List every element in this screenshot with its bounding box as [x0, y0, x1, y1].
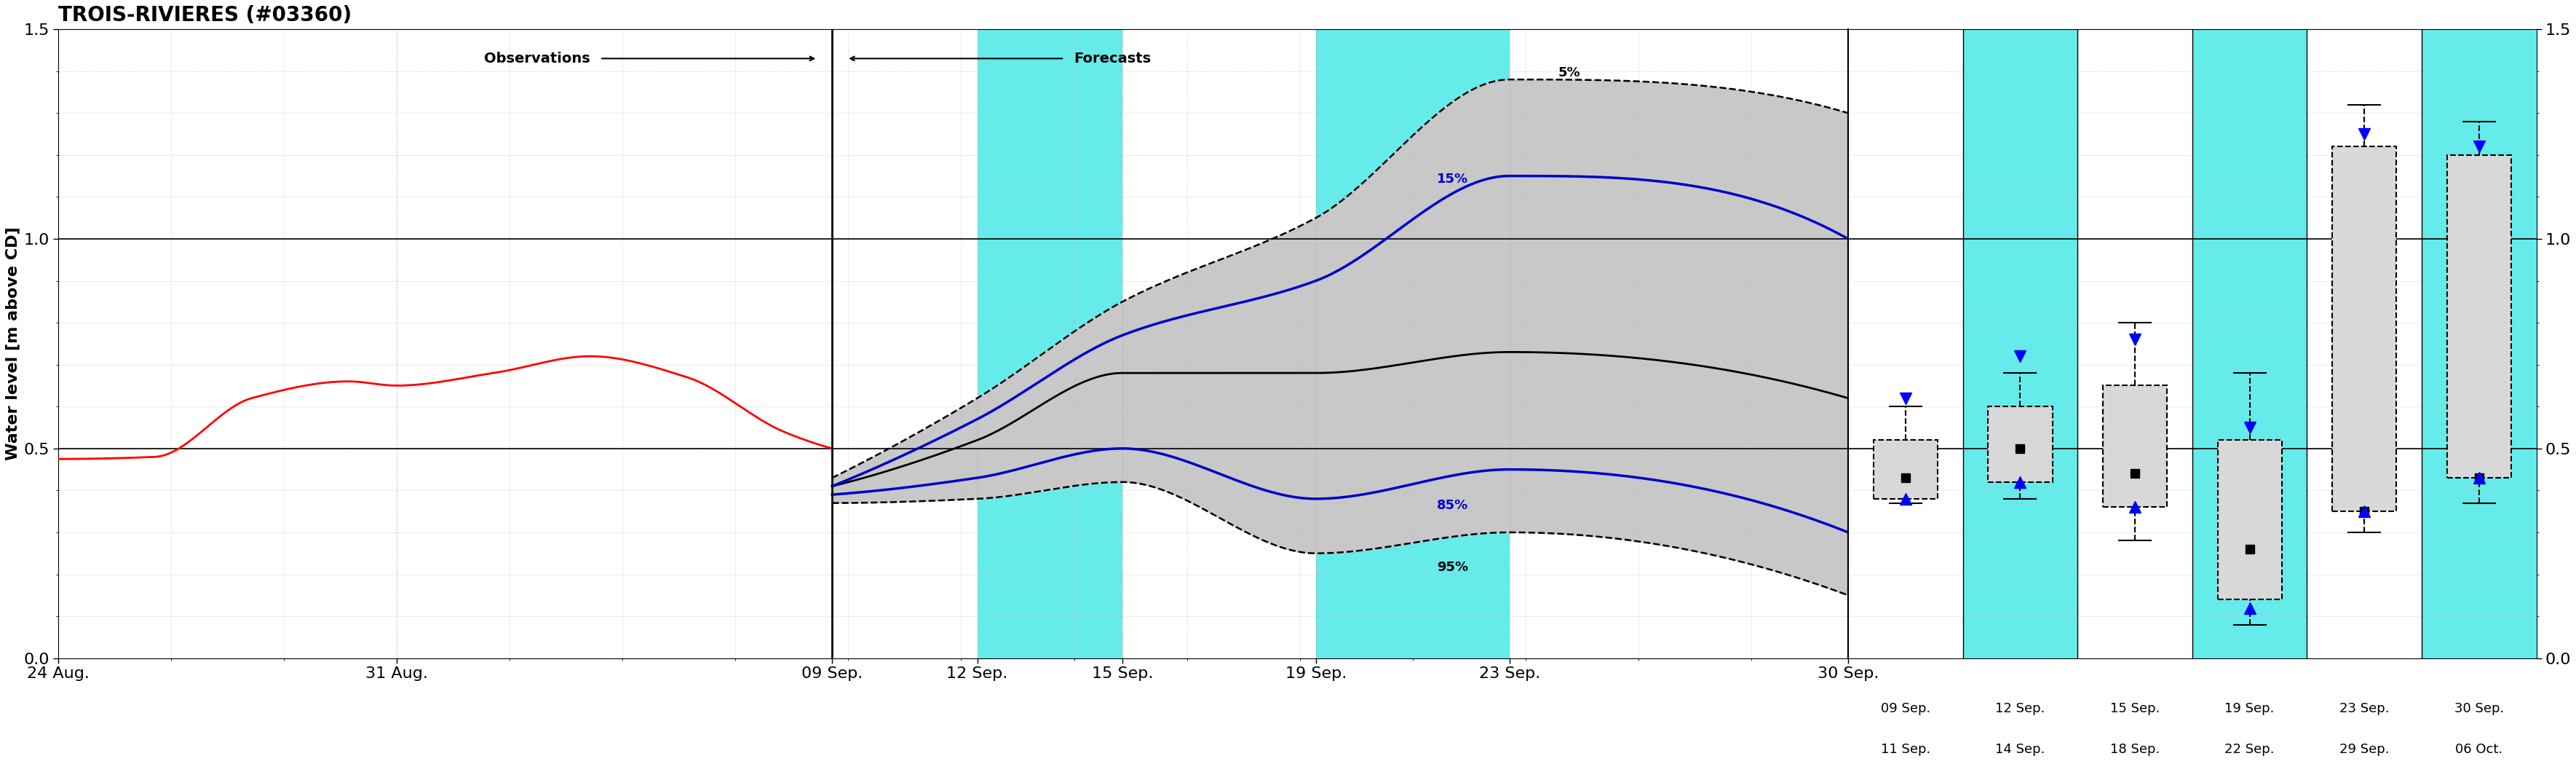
Bar	[2218, 440, 2282, 599]
Bar	[976, 29, 1123, 659]
Text: 30 Sep.: 30 Sep.	[2455, 703, 2504, 716]
Text: 23 Sep.: 23 Sep.	[2339, 703, 2391, 716]
Text: 5%: 5%	[1558, 66, 1579, 80]
Text: 85%: 85%	[1437, 499, 1468, 513]
Bar	[2192, 29, 2308, 659]
Bar	[2218, 440, 2282, 599]
Bar	[1873, 440, 1937, 499]
Bar	[1316, 29, 1510, 659]
Text: 06 Oct.: 06 Oct.	[2455, 743, 2504, 756]
Text: Observations: Observations	[484, 52, 590, 66]
Text: Forecasts: Forecasts	[1074, 52, 1151, 66]
Text: 29 Sep.: 29 Sep.	[2339, 743, 2391, 756]
Text: 12 Sep.: 12 Sep.	[1996, 703, 2045, 716]
Bar	[2102, 385, 2166, 507]
Bar	[2331, 147, 2396, 511]
Text: 22 Sep.: 22 Sep.	[2226, 743, 2275, 756]
Bar	[2331, 147, 2396, 511]
Text: 09 Sep.: 09 Sep.	[1880, 703, 1929, 716]
Text: 19 Sep.: 19 Sep.	[2226, 703, 2275, 716]
Bar	[2447, 155, 2512, 478]
Text: 15%: 15%	[1437, 173, 1468, 186]
Text: 95%: 95%	[1437, 560, 1468, 574]
Text: TROIS-RIVIERES (#03360): TROIS-RIVIERES (#03360)	[59, 5, 350, 25]
Text: 11 Sep.: 11 Sep.	[1880, 743, 1929, 756]
Y-axis label: Water level [m above CD]: Water level [m above CD]	[5, 227, 21, 460]
Bar	[2447, 155, 2512, 478]
Bar	[1873, 440, 1937, 499]
Bar	[2102, 385, 2166, 507]
Text: 14 Sep.: 14 Sep.	[1996, 743, 2045, 756]
Text: 15 Sep.: 15 Sep.	[2110, 703, 2159, 716]
Bar	[1989, 407, 2053, 482]
Bar	[1963, 29, 2079, 659]
Bar	[1989, 407, 2053, 482]
Text: 18 Sep.: 18 Sep.	[2110, 743, 2159, 756]
Bar	[2421, 29, 2537, 659]
